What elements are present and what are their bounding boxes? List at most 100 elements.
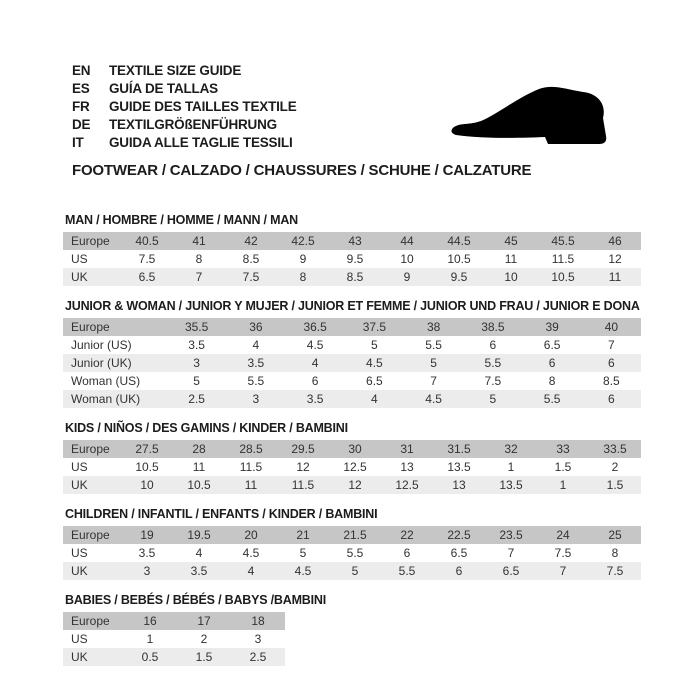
size-cell: 5.5 [247,374,265,388]
size-cell: 3 [252,392,260,406]
table-row: Europe 16 17 18 [63,612,285,630]
size-cell: 7 [430,374,437,388]
size-cell: 10.5 [135,460,159,474]
language-code: IT [72,135,84,150]
size-cell: 23.5 [499,528,523,542]
row-label: Europe [71,614,110,628]
size-cell: 7 [507,546,515,560]
row-label: UK [71,478,88,492]
size-cell: 4.5 [366,356,383,370]
language-label: GUÍA DE TALLAS [109,81,218,96]
size-cell: 10.5 [447,252,471,266]
section-title: MAN / HOMBRE / HOMME / MANN / MAN [65,213,298,227]
size-cell: 44.5 [447,234,471,248]
size-cell: 1 [559,478,567,492]
size-cell: 6.5 [138,270,156,284]
section-title: BABIES / BEBÉS / BÉBÉS / BABYS /BAMBINI [65,593,326,607]
size-cell: 4 [247,564,255,578]
size-cell: 9.5 [346,252,364,266]
table-row: Europe 35.5 36 36.5 37.5 38 38.5 39 40 [63,318,641,336]
language-label: TEXTILGRÖßENFÜHRUNG [109,117,277,132]
size-cell: 20 [244,528,258,542]
size-cell: 21.5 [343,528,367,542]
size-cell: 42.5 [291,234,315,248]
size-cell: 5 [430,356,437,370]
size-cell: 37.5 [362,320,387,334]
language-row-de: DE TEXTILGRÖßENFÜHRUNG [72,116,700,134]
language-row-fr: FR GUIDE DES TAILLES TEXTILE [72,98,700,116]
size-cell: 6.5 [450,546,468,560]
size-cell: 6.5 [366,374,383,388]
size-cell: 8 [299,270,307,284]
size-cell: 4.5 [294,564,312,578]
size-cell: 7 [559,564,567,578]
size-cell: 1.5 [606,478,624,492]
size-cell: 5.5 [425,338,442,352]
section-babies: BABIES / BEBÉS / BÉBÉS / BABYS /BAMBINI … [63,593,700,666]
size-cell: 38.5 [481,320,505,334]
table-row: US 10.5 11 11.5 12 12.5 13 13.5 1 1.5 2 [63,458,641,476]
size-cell: 5.5 [346,546,364,560]
table-row: UK 0.5 1.5 2.5 [63,648,285,666]
size-cell: 6 [548,356,556,370]
size-cell: 12.5 [343,460,367,474]
size-cell: 10 [504,270,518,284]
size-cell: 13 [452,478,466,492]
size-cell: 18 [251,614,265,628]
size-cell: 3 [143,564,151,578]
language-label: GUIDA ALLE TAGLIE TESSILI [109,135,293,150]
size-cell: 16 [143,614,157,628]
size-cell: 39 [545,320,559,334]
size-cell: 43 [348,234,362,248]
row-label: UK [71,650,88,664]
section-title: CHILDREN / INFANTIL / ENFANTS / KINDER /… [65,507,378,521]
size-cell: 7 [195,270,203,284]
size-cell: 8 [611,546,619,560]
size-cell: 11.5 [551,252,575,266]
language-label: TEXTILE SIZE GUIDE [109,63,242,78]
size-cell: 27.5 [135,442,159,456]
size-cell: 36 [249,320,263,334]
size-cell: 13.5 [447,460,471,474]
size-cell: 40 [604,320,619,334]
size-cell: 7.5 [484,374,502,388]
size-cell: 6 [608,392,615,406]
size-cell: 11 [244,478,258,492]
table-row: Europe 27.5 28 28.5 29.5 30 31 31.5 32 33 33.5 [63,440,641,458]
size-cell: 13 [400,460,414,474]
size-cell: 44 [400,234,414,248]
section-man: MAN / HOMBRE / HOMME / MANN / MAN Europe… [63,213,700,286]
language-code: FR [72,99,90,114]
shoe-icon [451,86,607,144]
size-table-man: Europe 40.5 41 42 42.5 43 44 44.5 45 45.5 46 US 7.5 8… [63,232,641,286]
language-code: ES [72,81,90,96]
row-label: UK [71,564,88,578]
size-cell: 22 [400,528,414,542]
size-cell: 4 [371,392,378,406]
size-cell: 6 [311,374,319,388]
size-cell: 6.5 [502,564,520,578]
size-cell: 3.5 [247,356,265,370]
size-cell: 36.5 [303,320,327,334]
size-cell: 19.5 [187,528,211,542]
size-cell: 19 [140,528,154,542]
size-cell: 3.5 [188,338,205,352]
size-cell: 5 [299,546,307,560]
size-cell: 8.5 [603,374,620,388]
size-cell: 7.5 [242,270,260,284]
size-cell: 1 [507,460,515,474]
size-cell: 11 [608,270,622,284]
size-cell: 3 [254,632,262,646]
size-table-kids: Europe 27.5 28 28.5 29.5 30 31 31.5 32 33 33.5 US 10… [63,440,641,494]
size-cell: 0.5 [141,650,159,664]
language-code: EN [72,63,91,78]
size-table-children: Europe 19 19.5 20 21 21.5 22 22.5 23.5 24 25 US 3.5 4… [63,526,641,580]
size-cell: 42 [244,234,258,248]
size-cell: 5.5 [398,564,416,578]
row-label: Europe [71,320,110,334]
size-cell: 10.5 [551,270,575,284]
table-row: Junior (UK) 3 3.5 4 4.5 5 5.5 6 6 [63,354,641,372]
size-cell: 8 [548,374,556,388]
size-cell: 4.5 [242,546,260,560]
